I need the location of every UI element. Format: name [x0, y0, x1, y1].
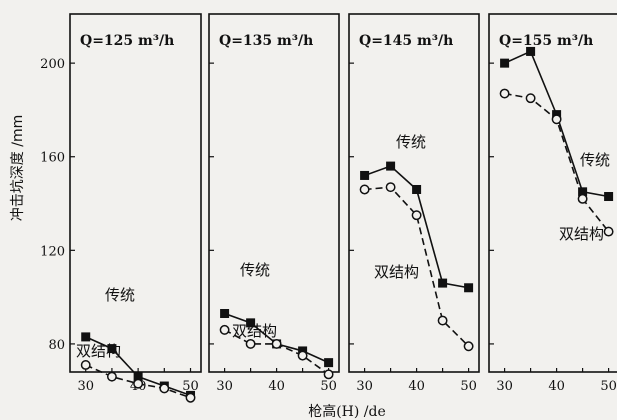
data-point-circle [272, 340, 280, 348]
data-point-circle [160, 384, 168, 392]
data-point-circle [604, 227, 612, 235]
data-point-square [412, 185, 421, 194]
x-tick-label: 40 [268, 379, 285, 394]
y-tick-label: 160 [40, 151, 65, 166]
data-point-circle [108, 372, 116, 380]
data-point-circle [386, 183, 394, 191]
data-point-circle [246, 340, 254, 348]
series-name-label: 传统 [240, 261, 270, 279]
data-point-circle [82, 361, 90, 369]
data-point-square [386, 162, 395, 171]
data-point-circle [578, 195, 586, 203]
series-name-label: 传统 [580, 151, 610, 169]
data-point-square [604, 192, 613, 201]
series-name-label: 双结构 [374, 263, 419, 281]
panel-frame [489, 14, 617, 372]
data-point-circle [360, 185, 368, 193]
y-tick-label: 200 [40, 57, 65, 72]
x-axis-label: 枪高(H) /de [308, 403, 386, 420]
x-tick-label: 30 [356, 379, 373, 394]
data-point-square [500, 59, 509, 68]
y-tick-label: 80 [48, 338, 65, 353]
flow-rate-label: Q=125 m³/h [80, 33, 174, 49]
flow-rate-label: Q=145 m³/h [359, 33, 453, 49]
data-point-circle [552, 115, 560, 123]
series-name-label: 传统 [105, 286, 135, 304]
data-point-square [324, 358, 333, 367]
data-point-circle [438, 316, 446, 324]
series-name-label: 传统 [396, 133, 426, 151]
x-tick-label: 30 [496, 379, 513, 394]
x-tick-label: 30 [77, 379, 94, 394]
series-name-label: 双结构 [232, 322, 277, 340]
data-point-circle [134, 379, 142, 387]
series-name-label: 双结构 [559, 225, 604, 243]
x-tick-label: 40 [548, 379, 565, 394]
flow-rate-label: Q=155 m³/h [499, 33, 593, 49]
data-point-circle [464, 342, 472, 350]
data-point-circle [220, 326, 228, 334]
x-tick-label: 50 [460, 379, 477, 394]
data-point-square [220, 309, 229, 318]
flow-rate-label: Q=135 m³/h [219, 33, 313, 49]
data-point-circle [526, 94, 534, 102]
data-point-square [438, 279, 447, 288]
panel-frame [70, 14, 201, 372]
data-point-circle [412, 211, 420, 219]
data-point-square [81, 332, 90, 341]
y-axis-label: 冲击坑深度 /mm [10, 115, 26, 221]
data-point-square [360, 171, 369, 180]
x-tick-label: 50 [600, 379, 617, 394]
data-point-circle [500, 89, 508, 97]
data-point-circle [186, 394, 194, 402]
series-name-label: 双结构 [76, 342, 121, 360]
data-point-circle [298, 351, 306, 359]
x-tick-label: 30 [216, 379, 233, 394]
data-point-circle [324, 370, 332, 378]
panels: 80120160200304050Q=125 m³/h传统双结构304050Q=… [40, 14, 617, 402]
y-tick-label: 120 [40, 244, 65, 259]
x-tick-label: 50 [320, 379, 337, 394]
data-point-square [464, 283, 473, 292]
panel-frame [209, 14, 339, 372]
data-point-square [526, 47, 535, 56]
x-tick-label: 40 [408, 379, 425, 394]
